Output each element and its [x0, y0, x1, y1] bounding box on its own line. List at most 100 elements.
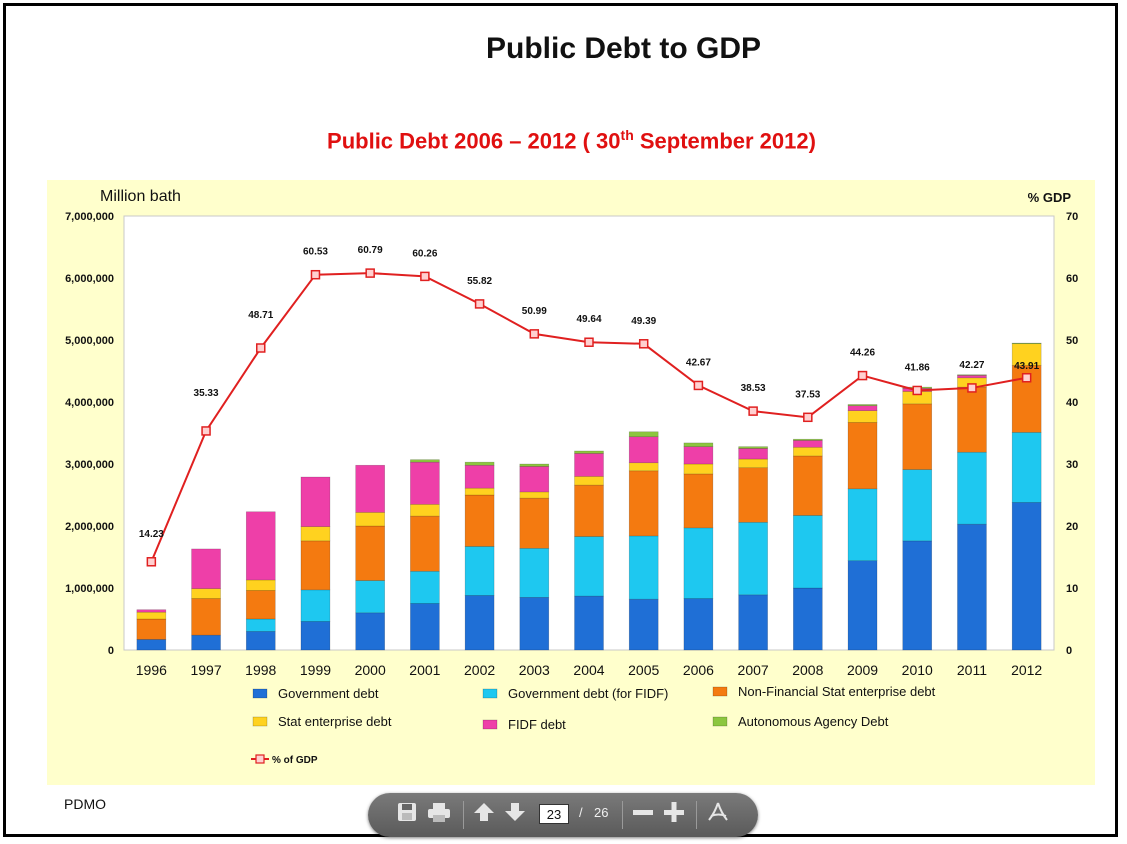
gdp-data-label: 48.71	[248, 310, 273, 321]
bar-segment	[738, 446, 768, 449]
arrow-up-icon[interactable]	[470, 801, 498, 829]
bar-segment	[410, 503, 440, 517]
bar-segment	[574, 450, 604, 454]
x-tick-label: 2005	[628, 662, 659, 678]
footer-text: PDMO	[64, 796, 106, 812]
save-icon[interactable]	[393, 801, 421, 829]
bar-segment	[1011, 432, 1042, 503]
arrow-down-icon[interactable]	[501, 801, 529, 829]
bar-segment	[136, 618, 167, 640]
toolbar-separator	[696, 801, 697, 829]
x-tick-label: 2010	[902, 662, 933, 678]
bar-segment	[191, 598, 221, 636]
page-number-input[interactable]: 23	[539, 804, 569, 824]
x-tick-label: 1998	[245, 662, 276, 678]
bar-segment	[300, 621, 331, 651]
gdp-point-marker	[201, 426, 211, 436]
bar-segment	[245, 631, 276, 651]
y-tick-label-left: 2,000,000	[65, 521, 114, 533]
acrobat-icon[interactable]	[704, 801, 732, 829]
bar-segment	[519, 491, 550, 499]
bar-segment	[464, 494, 495, 547]
bar-segment	[300, 526, 331, 542]
gdp-data-label: 43.91	[1014, 361, 1039, 372]
x-tick-label: 2003	[519, 662, 550, 678]
print-icon[interactable]	[425, 801, 453, 829]
bar-segment	[355, 580, 385, 614]
bar-segment	[245, 511, 276, 581]
bar-segment	[793, 587, 823, 651]
gdp-data-label: 42.67	[686, 357, 711, 368]
bar-segment	[464, 546, 495, 596]
zoom-in-icon[interactable]	[660, 801, 688, 829]
bar-segment	[957, 375, 987, 379]
bar-segment	[519, 497, 550, 549]
slide-title: Public Debt to GDP	[485, 32, 761, 65]
gdp-data-label: 38.53	[741, 383, 766, 394]
y-axis-title-right: % GDP	[1028, 190, 1072, 205]
bar-segment	[957, 374, 987, 376]
bar-segment	[574, 453, 604, 477]
bar-segment	[793, 515, 823, 589]
gdp-data-label: 60.79	[358, 245, 383, 256]
bar-segment	[410, 515, 440, 572]
y-tick-label-left: 7,000,000	[65, 211, 114, 223]
bar-segment	[738, 521, 768, 596]
bar-segment	[245, 590, 276, 620]
gdp-data-label: 37.53	[795, 389, 820, 400]
gdp-point-marker	[256, 343, 266, 353]
gdp-data-label: 49.64	[576, 314, 601, 325]
gdp-point-marker	[420, 271, 430, 282]
y-tick-label-right: 40	[1066, 397, 1078, 409]
x-tick-label: 2007	[738, 662, 769, 678]
debt-chart: Million bath % GDP 0 1,000,000 2,000,000 3,00…	[65, 188, 1078, 766]
gdp-data-label: 35.33	[194, 388, 219, 399]
x-tick-label: 1999	[300, 662, 331, 678]
gdp-point-marker	[529, 329, 540, 339]
bar-segment	[464, 487, 495, 496]
zoom-out-icon[interactable]	[629, 801, 657, 829]
bar-segment	[519, 548, 550, 598]
chart-subtitle: Public Debt 2006 – 2012 ( 30th September…	[0, 127, 1127, 154]
bar-segment	[683, 527, 714, 599]
bar-segment	[957, 451, 987, 525]
bar-segment	[136, 639, 167, 651]
x-tick-label: 1996	[136, 662, 167, 678]
gdp-point-marker	[310, 269, 321, 280]
bar-segment	[574, 536, 604, 597]
bar-segment	[1011, 342, 1042, 345]
gdp-point-marker	[803, 412, 813, 423]
legend-swatch	[712, 716, 728, 727]
x-tick-label: 2001	[409, 662, 440, 678]
legend-label: Non-Financial Stat enterprise debt	[738, 684, 936, 699]
y-tick-label-left: 4,000,000	[65, 397, 114, 409]
bar-segment	[355, 525, 385, 581]
bar-segment	[355, 464, 385, 513]
toolbar-separator	[463, 801, 464, 829]
chart-panel: Million bath % GDP 0 1,000,000 2,000,000 3,00…	[47, 180, 1095, 785]
x-tick-label: 2008	[792, 662, 823, 678]
bar-segment	[847, 404, 878, 407]
gdp-data-label: 49.39	[631, 316, 656, 327]
bar-segment	[300, 589, 331, 622]
bar-segment	[738, 594, 768, 651]
bar-segment	[902, 403, 933, 470]
bar-segment	[628, 470, 659, 537]
bar-segment	[574, 476, 604, 486]
gdp-data-label: 50.99	[522, 306, 547, 317]
y-tick-label-left: 3,000,000	[65, 459, 114, 471]
bar-segment	[902, 469, 933, 542]
bar-segment	[410, 461, 440, 505]
gdp-data-label: 55.82	[467, 276, 492, 287]
y-tick-label-right: 50	[1066, 335, 1078, 347]
bar-segment	[957, 386, 987, 453]
toolbar-separator	[622, 801, 623, 829]
bar-segment	[191, 634, 221, 651]
bar-segment	[191, 548, 221, 589]
y-tick-label-right: 70	[1066, 211, 1078, 223]
legend-line-marker	[255, 754, 265, 764]
bar-segment	[628, 436, 659, 464]
bar-segment	[245, 579, 276, 591]
legend-swatch	[482, 719, 498, 730]
gdp-point-marker	[748, 406, 758, 416]
